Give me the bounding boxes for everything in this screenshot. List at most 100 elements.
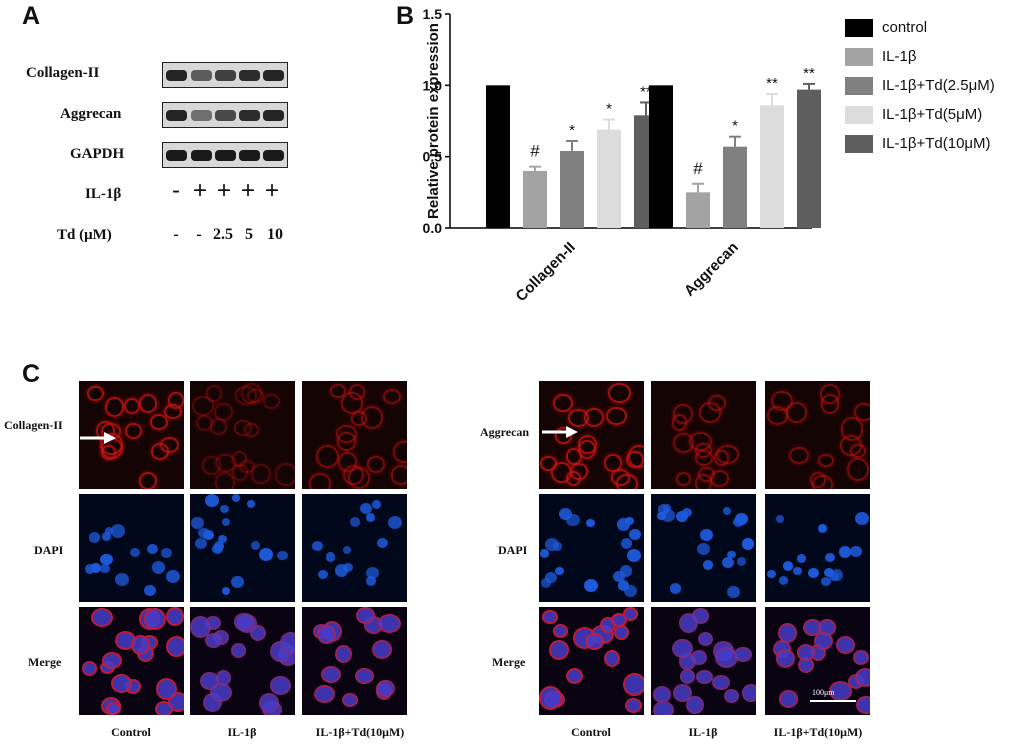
cell-blob — [606, 407, 627, 425]
if-image-merge-control-right — [539, 607, 644, 715]
bar — [597, 129, 621, 228]
il1b-sign-4: + — [240, 177, 255, 204]
cell-blob — [824, 552, 835, 562]
legend-swatch-4 — [845, 135, 873, 153]
cell-blob — [343, 562, 354, 573]
scale-bar — [810, 700, 856, 702]
cell-blob — [166, 635, 184, 657]
cell-blob — [540, 456, 557, 471]
cell-blob — [342, 464, 365, 486]
y-tick-label: 0.5 — [423, 149, 443, 165]
cell-blob — [365, 513, 376, 523]
cell-blob — [106, 701, 122, 715]
cell-blob — [230, 642, 247, 659]
il1b-sign-1: - — [172, 177, 180, 204]
cell-blob — [383, 388, 401, 405]
if-row-label-dapi-left: DAPI — [34, 543, 64, 557]
cell-blob — [192, 395, 215, 416]
bar — [760, 105, 784, 228]
cell-blob — [349, 384, 365, 401]
cell-blob — [682, 507, 693, 517]
cell-blob — [626, 549, 641, 563]
cell-blob — [365, 576, 377, 587]
y-tick-label: 1.5 — [423, 6, 443, 22]
bar — [723, 146, 747, 228]
cell-blob — [350, 410, 367, 426]
cell-blob — [234, 613, 254, 631]
cell-blob — [813, 632, 833, 651]
cell-blob — [231, 451, 247, 467]
cell-blob — [836, 635, 856, 655]
cell-blob — [111, 524, 126, 538]
cell-blob — [713, 449, 729, 466]
cell-blob — [151, 561, 166, 575]
arrow-icon-aggrecan — [542, 426, 578, 438]
cell-blob — [741, 538, 754, 550]
cell-blob — [377, 613, 401, 633]
cell-blob — [817, 524, 827, 533]
cell-blob — [694, 443, 712, 459]
if-image-collagen-control — [79, 381, 184, 489]
cell-blob — [796, 644, 815, 661]
scale-bar-label: 100μm — [812, 688, 835, 697]
bar — [560, 150, 584, 228]
td-label: Td (μM) — [57, 227, 112, 243]
cell-blob — [194, 537, 207, 550]
cell-blob — [625, 450, 644, 469]
cell-blob — [853, 649, 870, 666]
cell-blob — [87, 385, 105, 402]
panel-c-letter: C — [22, 360, 41, 388]
cell-blob — [620, 538, 633, 549]
cell-blob — [155, 700, 173, 715]
cell-blob — [577, 440, 597, 460]
blot-gapdh — [162, 142, 288, 168]
panel-b-letter: B — [396, 2, 415, 30]
legend-swatch-2 — [845, 77, 873, 95]
if-image-merge-il1b-right — [651, 607, 756, 715]
cell-blob — [566, 667, 584, 684]
cell-blob — [314, 684, 336, 703]
if-image-aggrecan-control — [539, 381, 644, 489]
il1b-label: IL-1β — [85, 186, 122, 202]
cell-blob — [782, 561, 794, 572]
cell-blob — [143, 608, 166, 631]
cell-blob — [727, 585, 741, 598]
cell-blob — [652, 700, 675, 715]
cell-blob — [232, 494, 241, 503]
td-value-1: - — [173, 226, 179, 243]
if-col-label-td10-right: IL-1β+Td(10μM) — [773, 725, 863, 739]
cell-blob — [214, 471, 236, 489]
cell-blob — [115, 572, 130, 586]
cell-blob — [603, 649, 621, 668]
significance-mark: * — [606, 101, 612, 118]
cell-blob — [788, 446, 809, 464]
cell-blob — [190, 616, 212, 639]
cell-blob — [356, 607, 375, 624]
cell-blob — [91, 608, 114, 627]
significance-mark: * — [732, 118, 738, 135]
if-image-collagen-td10 — [302, 381, 407, 489]
cell-blob — [712, 674, 730, 690]
cell-blob — [583, 407, 604, 427]
cell-blob — [104, 397, 125, 417]
cell-blob — [375, 679, 395, 698]
cell-blob — [583, 579, 598, 593]
cell-blob — [91, 562, 101, 571]
cell-blob — [622, 607, 639, 621]
cell-blob — [262, 393, 280, 410]
cell-blob — [846, 457, 870, 482]
if-image-collagen-il1b — [190, 381, 295, 489]
cell-blob — [205, 633, 222, 648]
cell-blob — [676, 511, 688, 523]
cell-blob — [270, 675, 292, 696]
cell-blob — [308, 473, 331, 489]
wb-label-aggrecan: Aggrecan — [60, 106, 122, 122]
td-value-3: 2.5 — [213, 226, 233, 243]
cell-blob — [702, 560, 713, 570]
il1b-sign-5: + — [264, 177, 279, 204]
td-value-5: 10 — [267, 226, 283, 243]
if-col-label-il1b-right: IL-1β — [688, 725, 718, 739]
if-image-aggrecan-il1b — [651, 381, 756, 489]
panel-a-letter: A — [22, 2, 41, 30]
cell-blob — [387, 515, 402, 529]
